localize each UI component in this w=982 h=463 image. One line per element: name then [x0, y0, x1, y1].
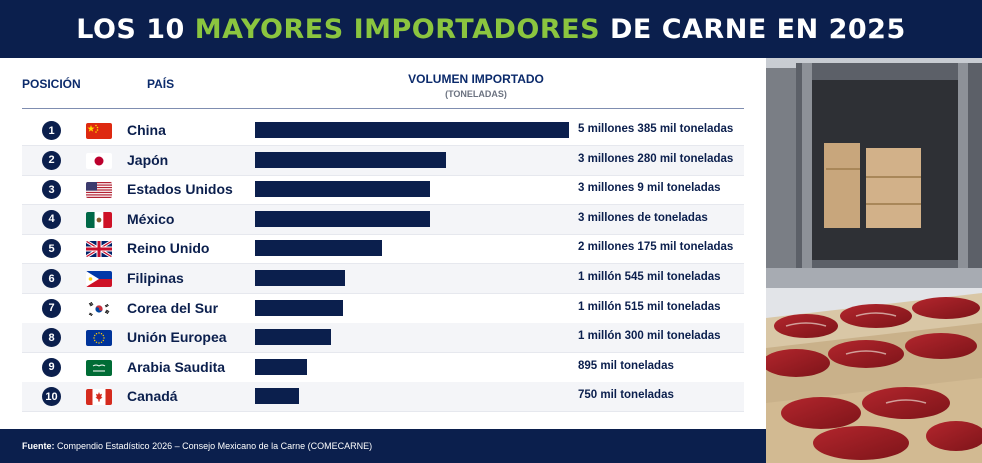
- japan-flag-icon: [86, 152, 112, 169]
- volume-label: 3 millones 9 mil toneladas: [578, 182, 721, 195]
- volume-label: 3 millones 280 mil toneladas: [578, 152, 734, 165]
- volume-bar: [255, 329, 331, 346]
- volume-bar: [255, 388, 299, 405]
- header-unit: (TONELADAS): [445, 89, 507, 99]
- source-label: Fuente:: [22, 441, 55, 451]
- table-row: 7 Corea del Sur 1 millón 515 mil toneladas: [22, 294, 744, 324]
- south-korea-flag-icon: [86, 300, 112, 317]
- header-volume: VOLUMEN IMPORTADO: [408, 72, 544, 86]
- country-label: China: [127, 122, 166, 138]
- usa-flag-icon: [86, 182, 112, 199]
- source-text: Fuente: Compendio Estadístico 2026 – Con…: [22, 441, 372, 451]
- meat-container-photo: [766, 58, 982, 463]
- volume-label: 5 millones 385 mil toneladas: [578, 123, 734, 135]
- country-label: Japón: [127, 151, 169, 168]
- source-citation: Compendio Estadístico 2026 – Consejo Mex…: [57, 441, 373, 451]
- rank-badge: 2: [42, 150, 61, 170]
- mexico-flag-icon: [86, 211, 112, 228]
- country-label: México: [127, 210, 175, 227]
- volume-bar: [255, 299, 344, 316]
- volume-bar: [255, 240, 382, 257]
- volume-bar: [255, 270, 346, 286]
- volume-bar: [255, 122, 569, 138]
- page-title: LOS 10 MAYORES IMPORTADORES DE CARNE EN …: [76, 14, 906, 45]
- volume-label: 895 mil toneladas: [578, 359, 674, 372]
- volume-label: 750 mil toneladas: [578, 389, 674, 402]
- rank-badge: 10: [42, 387, 61, 407]
- country-label: Corea del Sur: [127, 299, 219, 316]
- chart-panel: [0, 58, 766, 429]
- country-label: Arabia Saudita: [127, 358, 226, 375]
- saudi-arabia-flag-icon: [86, 359, 112, 376]
- volume-label: 2 millones 175 mil toneladas: [578, 241, 734, 254]
- canada-flag-icon: [86, 389, 112, 406]
- table-row: 5 Reino Unido 2 millones 175 mil toneladas: [22, 234, 744, 265]
- volume-bar: [255, 358, 308, 375]
- table-row: 3 Estados Unidos 3 millones 9 mil tonelada…: [22, 175, 744, 206]
- title-part-2: DE CARNE EN 2025: [609, 13, 906, 45]
- volume-label: 1 millón 515 mil toneladas: [578, 300, 721, 313]
- title-part-1: LOS 10: [76, 13, 185, 45]
- rank-badge: 9: [42, 357, 61, 377]
- eu-flag-icon: [86, 330, 112, 347]
- volume-label: 1 millón 300 mil toneladas: [578, 330, 721, 343]
- volume-bar: [255, 151, 447, 168]
- table-row: 9 Arabia Saudita 895 mil toneladas: [22, 353, 744, 383]
- header-country: PAÍS: [147, 77, 175, 91]
- rank-badge: 6: [42, 269, 61, 288]
- rank-badge: 1: [42, 121, 61, 140]
- volume-label: 1 millón 545 mil toneladas: [578, 271, 721, 283]
- header-rule: [22, 108, 744, 109]
- header-position: POSICIÓN: [22, 77, 81, 91]
- title-banner: LOS 10 MAYORES IMPORTADORES DE CARNE EN …: [0, 0, 982, 58]
- table-row: 10 Canadá 750 mil toneladas: [22, 382, 744, 413]
- table-row: 4 México 3 millones de toneladas: [22, 204, 744, 235]
- table-row: 6 Filipinas 1 millón 545 mil toneladas: [22, 264, 744, 294]
- rank-badge: 7: [42, 298, 61, 318]
- rank-badge: 4: [42, 209, 61, 229]
- country-label: Estados Unidos: [127, 181, 233, 198]
- rank-badge: 3: [42, 180, 61, 200]
- uk-flag-icon: [86, 241, 112, 258]
- table-row: 2 Japón 3 millones 280 mil toneladas: [22, 145, 744, 176]
- volume-bar: [255, 210, 430, 227]
- title-accent: MAYORES IMPORTADORES: [194, 13, 601, 45]
- table-row: 1 China 5 millones 385 mil toneladas: [22, 116, 744, 146]
- rank-badge: 5: [42, 239, 61, 259]
- source-footer: Fuente: Compendio Estadístico 2026 – Con…: [0, 429, 766, 463]
- country-label: Unión Europea: [127, 329, 227, 346]
- table-row: 8 Unión Europea 1 millón 300 mil toneladas: [22, 323, 744, 354]
- country-label: Canadá: [127, 388, 178, 405]
- photo-illustration: [766, 58, 982, 463]
- philippines-flag-icon: [86, 271, 112, 287]
- country-label: Filipinas: [127, 270, 184, 286]
- volume-label: 3 millones de toneladas: [578, 211, 708, 224]
- volume-bar: [255, 181, 431, 198]
- rank-badge: 8: [42, 328, 61, 348]
- china-flag-icon: [86, 123, 112, 139]
- country-label: Reino Unido: [127, 240, 210, 257]
